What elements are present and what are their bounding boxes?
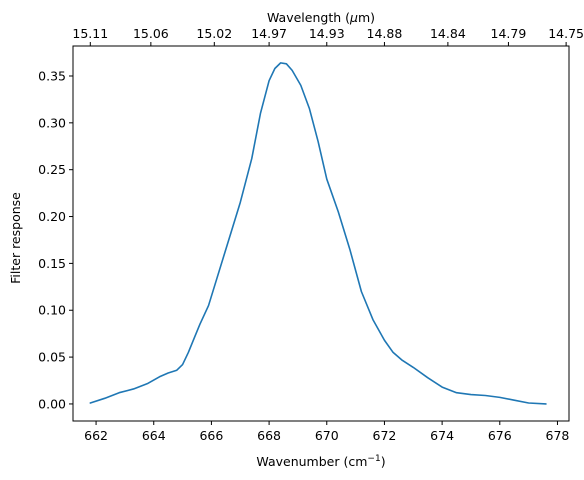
x-tick-label: 662 [84,428,108,443]
y-tick-label: 0.10 [38,303,66,318]
top-tick-label: 15.02 [196,26,232,41]
series-line [89,62,547,405]
ticks-group: 662 664 666 668 670 672 674 676 678 0.00 0.05 0.10 0… [38,26,584,443]
y-tick-label: 0.05 [38,350,66,365]
x-tick-label: 666 [199,428,223,443]
top-tick-label: 14.75 [548,26,584,41]
top-axis-label: Wavelength (μm) [267,10,375,25]
y-tick-label: 0.35 [38,68,66,83]
plot-area [89,62,547,405]
mu-symbol: μ [349,10,358,25]
x-tick-label: 668 [257,428,281,443]
x-axis-label: Wavenumber (cm−1) [256,454,385,469]
y-tick-label: 0.00 [38,396,66,411]
top-tick-label: 15.11 [72,26,108,41]
top-tick-label: 14.93 [309,26,345,41]
axes-frame [72,45,570,422]
x-axis-label-exponent: −1 [367,454,380,464]
y-tick-label: 0.30 [38,115,66,130]
y-tick-label: 0.20 [38,209,66,224]
top-tick-label: 14.84 [430,26,466,41]
x-tick-label: 676 [488,428,512,443]
y-tick-label: 0.15 [38,256,66,271]
top-tick-label: 14.97 [251,26,287,41]
top-tick-label: 14.88 [367,26,403,41]
x-tick-label: 672 [373,428,397,443]
x-tick-label: 670 [315,428,339,443]
y-axis-label: Filter response [8,192,23,284]
x-tick-label: 674 [430,428,454,443]
top-tick-label: 14.79 [491,26,527,41]
x-tick-label: 664 [142,428,166,443]
top-tick-label: 15.06 [133,26,169,41]
x-tick-label: 678 [546,428,570,443]
y-tick-label: 0.25 [38,162,66,177]
